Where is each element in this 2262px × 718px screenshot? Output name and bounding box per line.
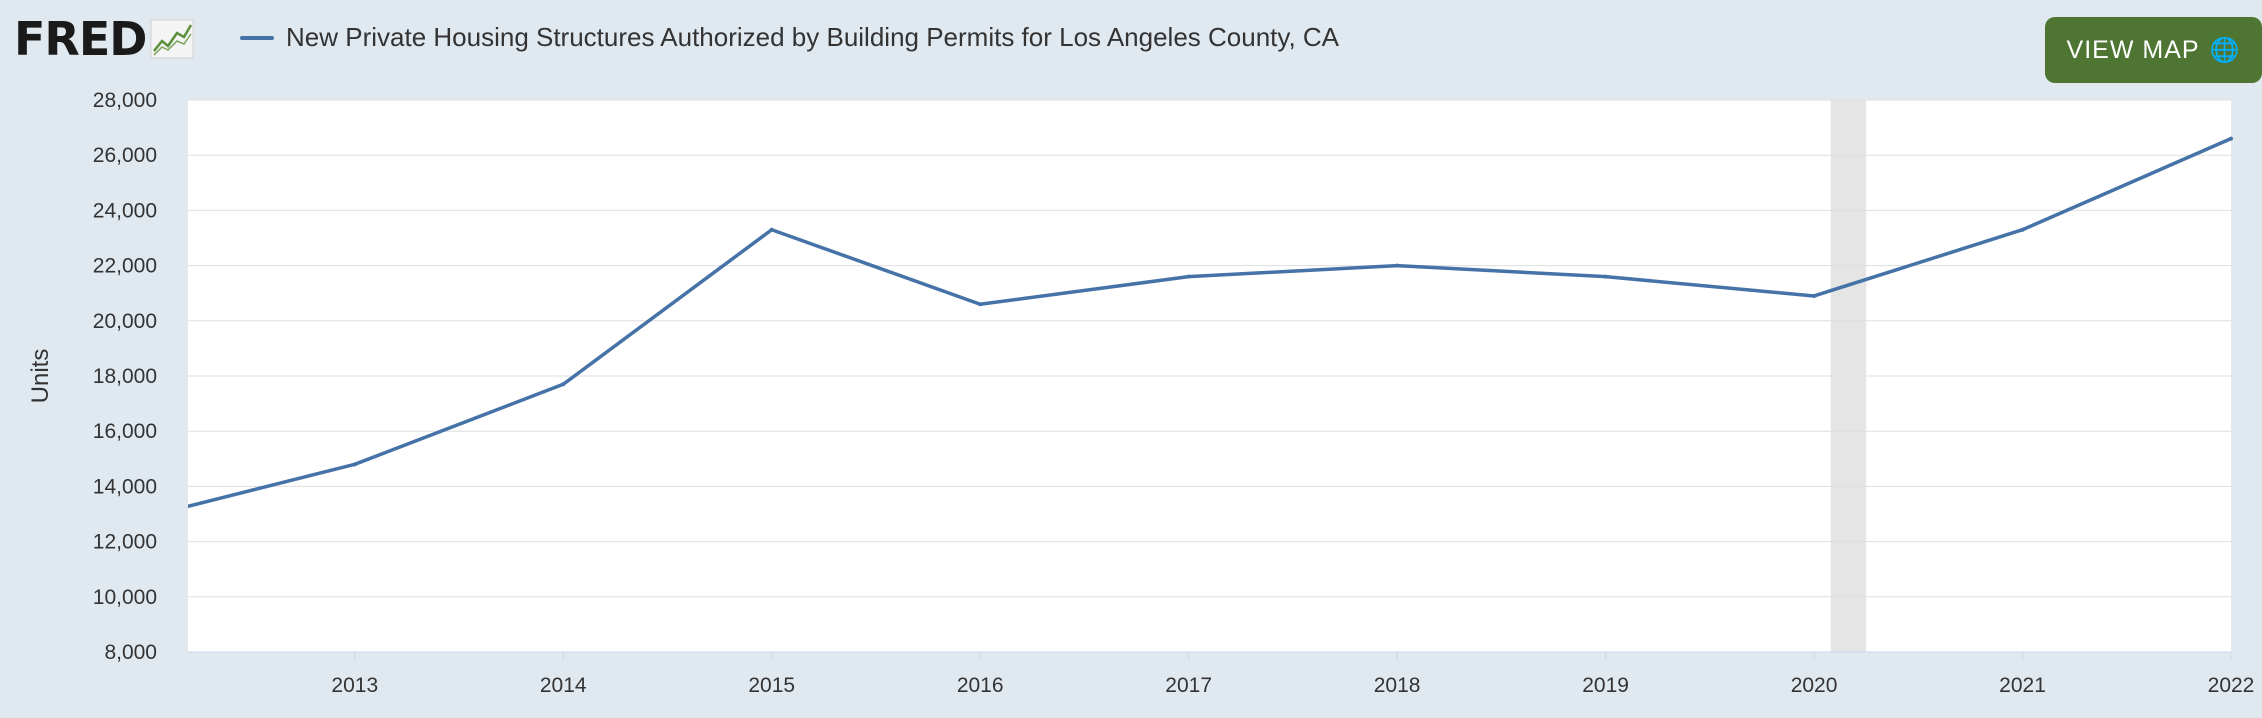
legend-swatch [240, 35, 274, 40]
y-tick-label: 10,000 [93, 586, 157, 609]
y-tick-label: 22,000 [93, 255, 157, 278]
y-tick-label: 28,000 [93, 89, 157, 112]
data-point [1812, 293, 1817, 298]
data-point [1395, 263, 1400, 268]
x-tick-label: 2019 [1582, 674, 1629, 697]
data-point [2020, 227, 2025, 232]
data-point [2229, 136, 2233, 141]
x-tick-label: 2013 [331, 674, 378, 697]
logo-text: FRED [14, 12, 147, 66]
data-point [561, 382, 566, 387]
y-tick-label: 8,000 [104, 641, 157, 664]
data-point [352, 462, 357, 467]
x-tick-label: 2020 [1791, 674, 1838, 697]
data-point [1603, 274, 1608, 279]
graph-icon [150, 19, 194, 59]
x-tick-label: 2021 [1999, 674, 2046, 697]
y-tick-label: 24,000 [93, 199, 157, 222]
globe-icon: 🌐 [2209, 36, 2241, 64]
x-tick-label: 2017 [1165, 674, 1212, 697]
y-tick-label: 18,000 [93, 365, 157, 388]
y-tick-label: 20,000 [93, 310, 157, 333]
view-map-label: VIEW MAP [2066, 35, 2200, 64]
y-tick-label: 14,000 [93, 475, 157, 498]
y-tick-label: 12,000 [93, 531, 157, 554]
legend-label: New Private Housing Structures Authorize… [286, 22, 1340, 52]
x-tick-label: 2018 [1374, 674, 1421, 697]
x-tick-label: 2014 [540, 674, 587, 697]
view-map-button[interactable]: VIEW MAP 🌐 [2045, 17, 2262, 83]
y-tick-label: 16,000 [93, 420, 157, 443]
x-tick-label: 2015 [748, 674, 795, 697]
data-point [769, 227, 774, 232]
chart-legend[interactable]: New Private Housing Structures Authorize… [240, 22, 1339, 53]
y-axis-label: Units [27, 349, 54, 404]
fred-logo[interactable]: FRED [14, 14, 194, 64]
y-tick-label: 26,000 [93, 144, 157, 167]
x-tick-label: 2016 [957, 674, 1004, 697]
data-point [978, 302, 983, 307]
data-point [1186, 274, 1191, 279]
x-tick-label: 2022 [2208, 674, 2255, 697]
